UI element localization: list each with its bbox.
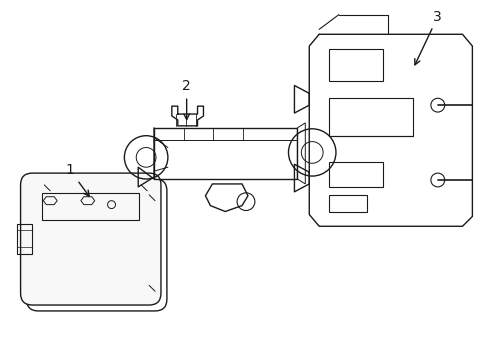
Text: 1: 1 — [66, 163, 89, 196]
Bar — [329, 98, 413, 136]
Bar — [329, 49, 383, 81]
Bar — [329, 162, 383, 187]
Text: 3: 3 — [415, 10, 442, 65]
Bar — [42, 193, 139, 220]
Bar — [17, 224, 32, 254]
FancyBboxPatch shape — [21, 173, 161, 305]
Bar — [329, 195, 367, 212]
Text: 2: 2 — [182, 80, 191, 120]
